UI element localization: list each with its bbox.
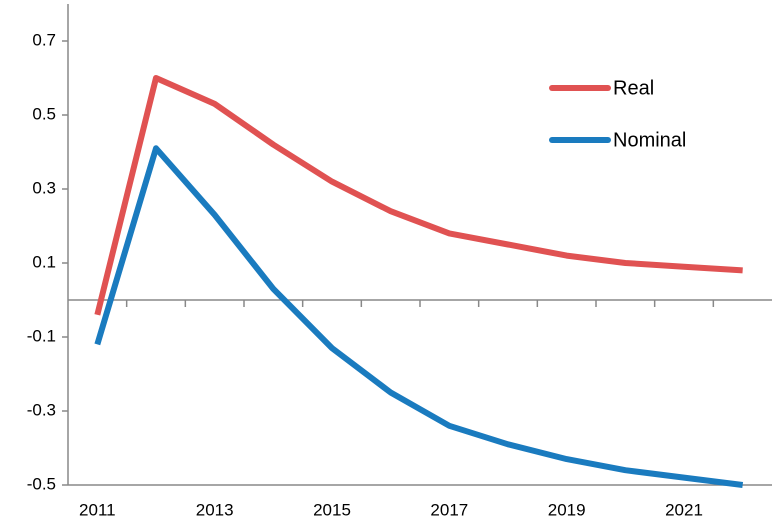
legend-label: Nominal (613, 129, 686, 151)
y-tick-label: 0.3 (32, 178, 56, 197)
y-tick-label: 0.5 (32, 104, 56, 123)
x-tick-label: 2017 (430, 500, 468, 519)
x-tick-label: 2013 (196, 500, 234, 519)
x-tick-label: 2011 (79, 500, 116, 519)
x-tick-label: 2021 (665, 500, 703, 519)
series-line (94, 145, 744, 488)
y-tick-label: 0.1 (32, 252, 56, 271)
y-tick-label: -0.5 (27, 474, 56, 493)
legend-label: Real (613, 77, 654, 99)
y-tick-label: 0.7 (32, 30, 56, 49)
y-tick-label: -0.1 (27, 326, 56, 345)
series-line (94, 75, 743, 316)
y-tick-label: -0.3 (27, 400, 56, 419)
x-tick-label: 2015 (313, 500, 351, 519)
x-tick-label: 2019 (548, 500, 586, 519)
